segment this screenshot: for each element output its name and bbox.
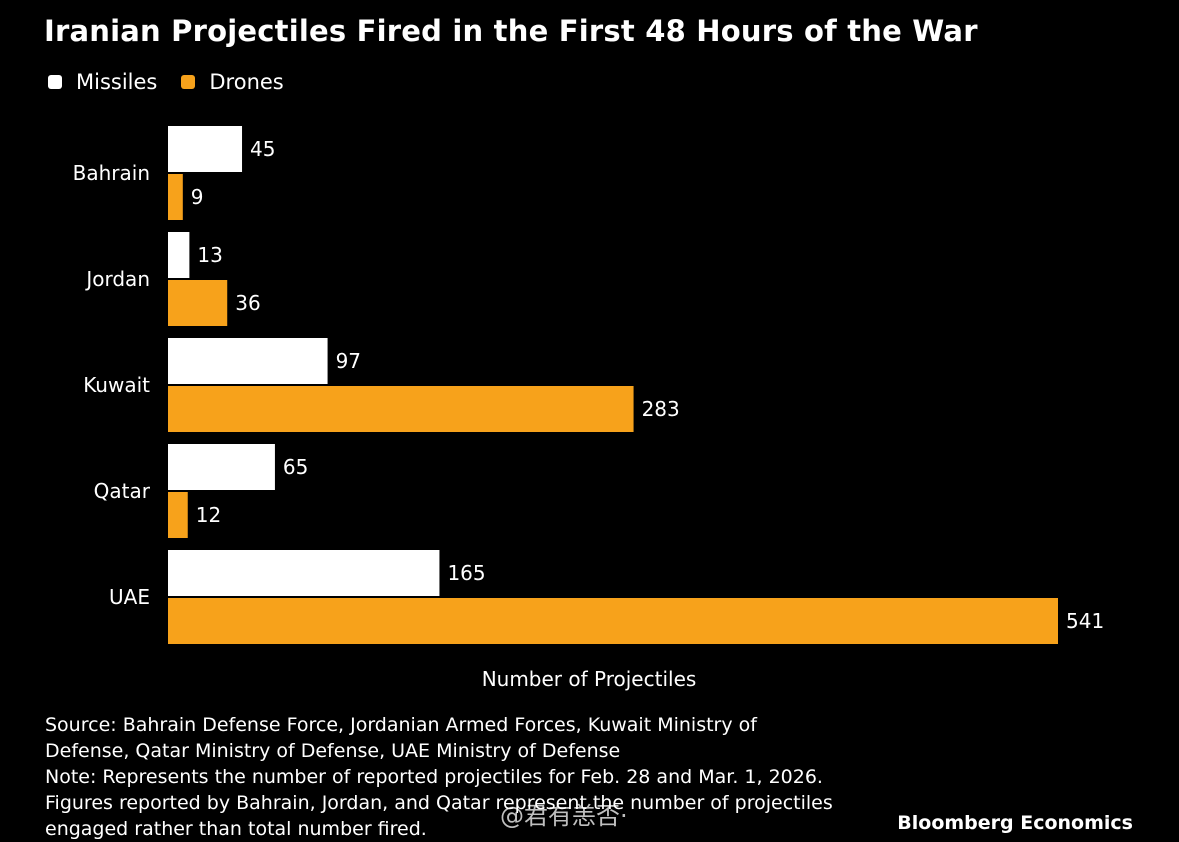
value-label-jordan-missiles: 13 [197,243,222,267]
value-label-qatar-drones: 12 [196,503,221,527]
bar-kuwait-missiles [168,338,328,384]
note-line-3: engaged rather than total number fired. [45,818,427,840]
bar-uae-drones [168,598,1058,644]
value-label-kuwait-missiles: 97 [336,349,361,373]
legend-item-drones: Drones [181,70,284,94]
category-label-qatar: Qatar [94,479,151,503]
source-line-1: Source: Bahrain Defense Force, Jordanian… [45,714,757,736]
bar-bahrain-drones [168,174,183,220]
value-label-bahrain-missiles: 45 [250,137,275,161]
brand-logo-text: Bloomberg Economics [897,812,1133,834]
watermark: @君有恙否· [500,802,628,830]
legend-label-missiles: Missiles [76,70,158,94]
category-label-bahrain: Bahrain [73,161,150,185]
bar-jordan-missiles [168,232,190,278]
category-label-kuwait: Kuwait [83,373,150,397]
source-line-2: Defense, Qatar Ministry of Defense, UAE … [45,740,621,762]
bar-qatar-missiles [168,444,275,490]
bar-qatar-drones [168,492,188,538]
value-label-qatar-missiles: 65 [283,455,308,479]
value-label-uae-drones: 541 [1066,609,1104,633]
legend-label-drones: Drones [209,70,284,94]
legend-swatch-missiles [48,75,62,89]
footer-notes: Source: Bahrain Defense Force, Jordanian… [45,712,905,842]
legend-item-missiles: Missiles [48,70,157,94]
note-line-2: Figures reported by Bahrain, Jordan, and… [45,792,833,814]
category-label-jordan: Jordan [84,267,150,291]
legend: Missiles Drones [48,70,308,94]
legend-swatch-drones [181,75,196,89]
bar-kuwait-drones [168,386,634,432]
bar-jordan-drones [168,280,228,326]
value-label-jordan-drones: 36 [235,291,260,315]
bar-uae-missiles [168,550,440,596]
value-label-uae-missiles: 165 [447,561,485,585]
x-axis-title: Number of Projectiles [482,667,697,691]
bar-bahrain-missiles [168,126,243,172]
value-label-kuwait-drones: 283 [642,397,680,421]
category-label-uae: UAE [109,585,150,609]
value-label-bahrain-drones: 9 [191,185,204,209]
chart-title: Iranian Projectiles Fired in the First 4… [44,14,978,48]
note-line-1: Note: Represents the number of reported … [45,766,823,788]
